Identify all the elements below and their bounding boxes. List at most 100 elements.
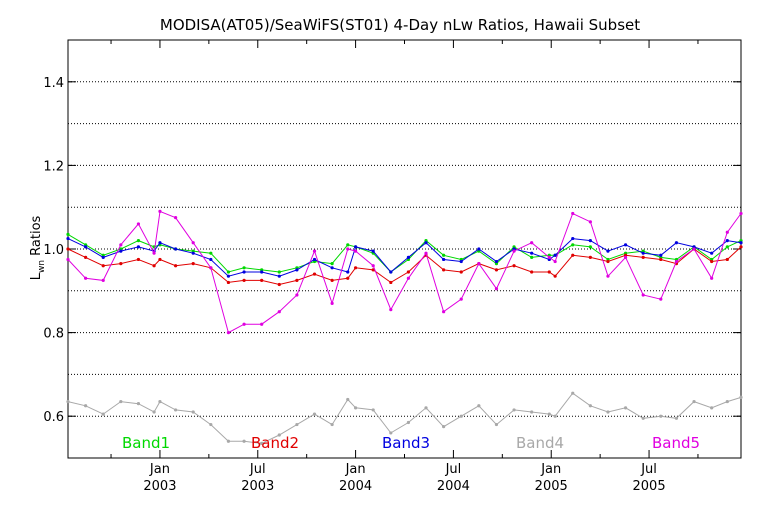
series-band2: [66, 245, 743, 287]
data-point: [158, 257, 162, 262]
data-point: [277, 270, 281, 274]
data-point: [346, 247, 350, 251]
data-point: [242, 439, 246, 443]
data-point: [312, 249, 317, 253]
x-tick-label-month: Jul: [249, 462, 266, 477]
data-point: [710, 251, 714, 255]
data-point: [530, 410, 534, 414]
data-point: [101, 278, 105, 282]
data-point: [346, 397, 350, 402]
data-point: [477, 404, 481, 408]
data-point: [226, 280, 231, 285]
data-point: [725, 245, 729, 249]
data-point: [553, 274, 557, 278]
data-point: [277, 274, 281, 278]
data-point: [442, 257, 446, 262]
data-point: [136, 257, 141, 262]
data-point: [242, 270, 246, 274]
y-axis-label-main: L: [29, 272, 44, 280]
data-point: [739, 241, 743, 245]
data-point: [260, 441, 264, 445]
data-point: [174, 216, 178, 220]
data-point: [389, 308, 393, 312]
data-point: [101, 264, 105, 268]
data-point: [494, 259, 499, 264]
data-point: [389, 431, 393, 435]
axes: 0.6 0.8 1.0 1.2 1.4 Jan 2003 Jul 2003 Jan 2004 Jul 2…: [43, 39, 742, 494]
data-point: [330, 301, 334, 305]
data-point: [692, 399, 696, 404]
data-point: [406, 420, 411, 425]
x-tick-label-month: Jan: [149, 462, 170, 477]
data-point: [295, 278, 299, 282]
data-point: [674, 416, 679, 420]
data-point: [494, 268, 499, 272]
y-axis-label-subscript: wn: [37, 260, 47, 273]
y-tick-label: 1.0: [43, 243, 64, 258]
data-point: [226, 270, 231, 274]
data-point: [571, 253, 575, 257]
x-tick-label-year: 2003: [241, 479, 274, 494]
data-point: [571, 391, 575, 395]
data-point: [641, 251, 645, 255]
data-point: [158, 209, 162, 213]
data-point: [371, 264, 375, 268]
data-point: [725, 399, 729, 404]
data-point: [152, 410, 156, 414]
data-point: [553, 414, 557, 418]
data-point: [623, 243, 628, 247]
series-line: [67, 238, 742, 277]
data-point: [588, 404, 592, 408]
data-point: [242, 266, 246, 270]
data-point: [547, 255, 551, 259]
data-point: [623, 406, 628, 410]
data-point: [588, 239, 592, 243]
data-point: [346, 270, 350, 274]
series-line: [67, 210, 742, 334]
data-point: [191, 410, 195, 414]
data-point: [459, 414, 463, 418]
data-point: [424, 406, 428, 410]
data-point: [442, 425, 446, 429]
data-point: [330, 262, 334, 266]
data-point: [277, 433, 281, 437]
data-point: [739, 211, 743, 216]
data-point: [389, 270, 393, 274]
data-point: [588, 255, 592, 259]
data-point: [406, 255, 411, 259]
data-point: [84, 255, 88, 259]
data-point: [226, 331, 231, 335]
data-point: [152, 264, 156, 268]
data-point: [191, 251, 195, 255]
data-point: [674, 241, 679, 245]
x-tick-label-year: 2005: [535, 479, 568, 494]
x-tick-label-month: Jan: [540, 462, 561, 477]
data-point: [530, 270, 534, 274]
data-point: [312, 412, 317, 416]
data-point: [136, 239, 141, 243]
data-point: [588, 245, 592, 249]
legend: Band1 Band2 Band3 Band4 Band5: [122, 434, 700, 452]
data-point: [209, 257, 213, 262]
series-band5: [66, 209, 743, 335]
series-band4: [66, 391, 743, 445]
data-point: [66, 399, 70, 404]
data-point: [191, 262, 195, 266]
data-point: [459, 297, 463, 301]
data-point: [674, 259, 679, 264]
data-point: [312, 272, 317, 276]
data-point: [512, 408, 516, 412]
x-tick-label-month: Jul: [640, 462, 657, 477]
data-point: [406, 270, 411, 274]
data-point: [588, 220, 592, 224]
data-point: [353, 249, 358, 253]
data-point: [101, 255, 105, 259]
data-point: [209, 251, 213, 255]
data-point: [295, 422, 299, 427]
data-point: [424, 241, 428, 245]
chart-title: MODISA(AT05)/SeaWiFS(ST01) 4-Day nLw Rat…: [160, 16, 640, 34]
data-point: [406, 276, 411, 280]
data-point: [226, 274, 231, 278]
data-point: [442, 310, 446, 314]
